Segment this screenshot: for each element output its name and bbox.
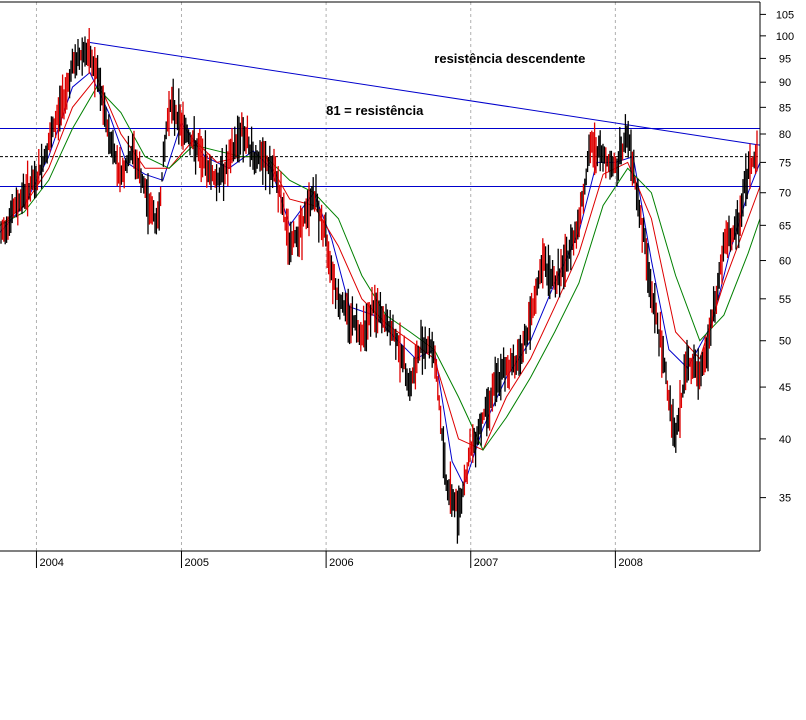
y-tick-label-35: 35 [779, 493, 791, 505]
y-tick-label-50: 50 [779, 336, 791, 348]
y-tick-label-70: 70 [779, 188, 791, 200]
y-tick-label-85: 85 [779, 102, 791, 114]
y-axis-ticks: 35 40 45 50 55 60 65 70 75 80 85 90 95 100 105 [760, 9, 794, 505]
y-tick-label-75: 75 [779, 157, 791, 169]
x-axis-ticks: 2004 2005 2006 2007 2008 [35, 551, 643, 569]
y-tick-label-100: 100 [776, 31, 794, 43]
y-tick-label-45: 45 [779, 382, 791, 394]
y-tick-label-90: 90 [779, 77, 791, 89]
x-tick-label-2005: 2005 [184, 557, 208, 569]
annotations-layer: resistência descendente 81 = resistência [326, 51, 585, 118]
annot-81: 81 = resistência [326, 103, 424, 118]
annot-descending: resistência descendente [434, 51, 585, 66]
y-tick-label-95: 95 [779, 53, 791, 65]
grid-layer [35, 2, 616, 551]
price-series [0, 28, 758, 544]
axes-frame [0, 1, 761, 552]
descending-resistance-line [89, 42, 761, 146]
y-tick-label-65: 65 [779, 220, 791, 232]
y-tick-label-80: 80 [779, 129, 791, 141]
x-tick-label-2007: 2007 [474, 557, 498, 569]
y-tick-label-40: 40 [779, 434, 791, 446]
y-tick-label-105: 105 [776, 9, 794, 21]
y-tick-label-60: 60 [779, 256, 791, 268]
y-tick-label-55: 55 [779, 294, 791, 306]
x-tick-label-2006: 2006 [329, 557, 353, 569]
x-tick-label-2008: 2008 [618, 557, 642, 569]
x-tick-label-2004: 2004 [39, 557, 63, 569]
series-layer [0, 28, 761, 544]
